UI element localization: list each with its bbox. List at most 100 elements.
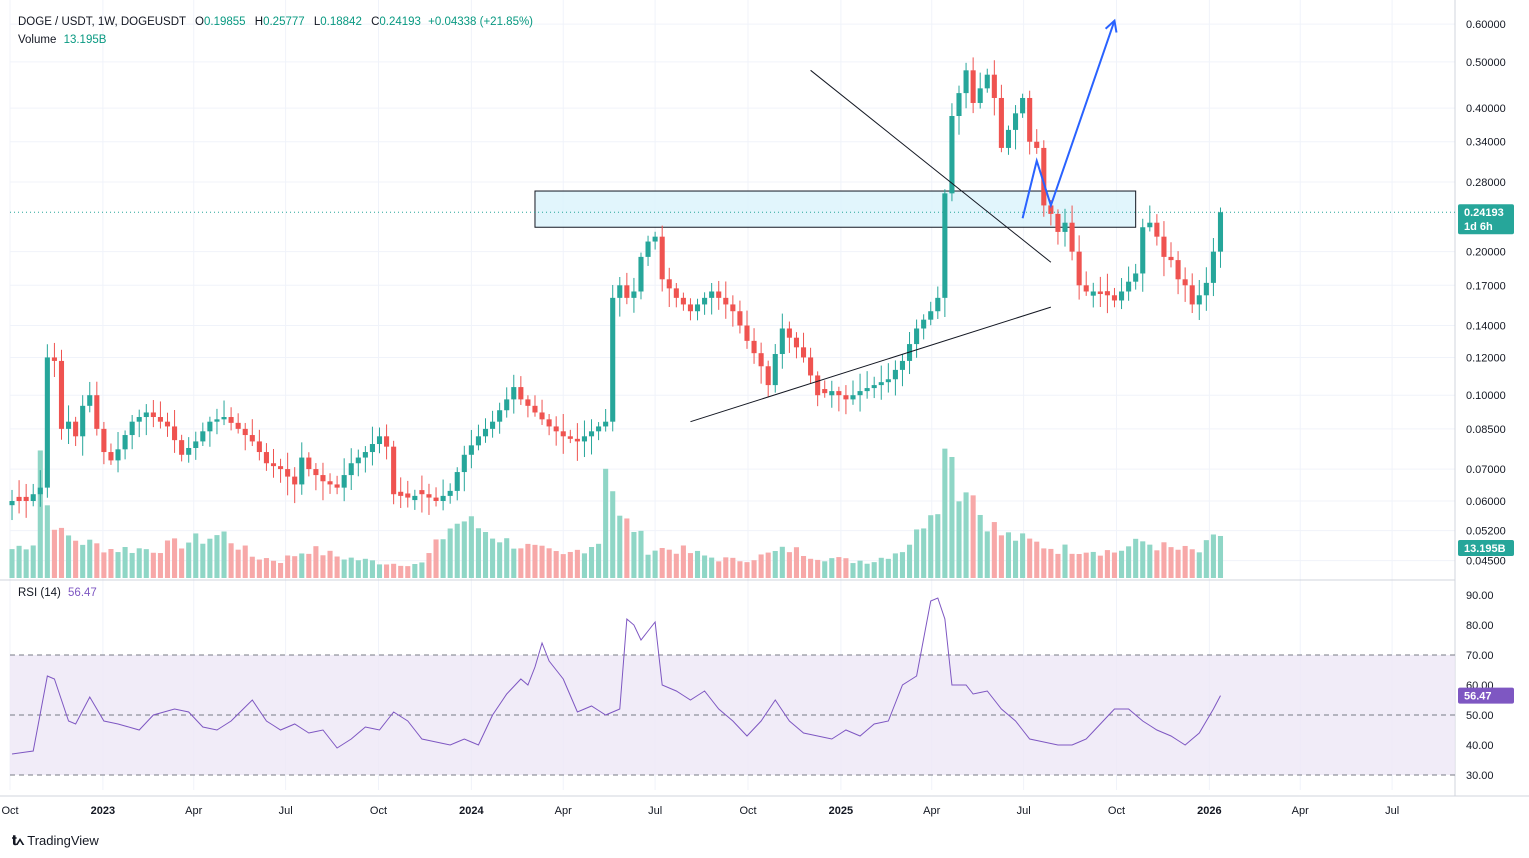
price-tick-label: 0.14000	[1466, 321, 1506, 333]
candle-down	[157, 417, 163, 422]
candle-up	[1147, 222, 1153, 228]
candle-up	[871, 385, 877, 389]
symbol-label[interactable]: DOGE / USDT, 1W, DOGEUSDT	[18, 16, 186, 28]
volume-bar	[970, 495, 976, 578]
volume-bar	[730, 557, 736, 578]
candle-down	[1175, 260, 1181, 280]
volume-bar	[1034, 541, 1040, 578]
candle-up	[899, 360, 906, 370]
rsi-badge-text: 56.47	[1464, 691, 1492, 703]
candle-up	[1062, 222, 1068, 232]
candle-up	[200, 431, 206, 442]
time-tick-label: Apr	[1292, 805, 1309, 817]
candle-down	[673, 288, 679, 298]
time-tick-label: 2026	[1197, 805, 1221, 817]
candle-up	[341, 475, 347, 488]
candle-down	[730, 304, 736, 312]
candle-up	[1126, 281, 1132, 292]
volume-bar	[793, 547, 800, 578]
volume-bar	[588, 547, 595, 578]
price-tick-label: 0.08500	[1466, 424, 1506, 436]
time-tick-label: Jul	[648, 805, 662, 817]
rsi-legend[interactable]: RSI (14) 56.47	[18, 587, 97, 599]
candle-down	[433, 497, 439, 502]
volume-bar	[1076, 554, 1082, 578]
candle-down	[723, 297, 729, 305]
volume-bar	[172, 538, 178, 578]
candle-up	[468, 445, 474, 455]
candle-up	[984, 74, 990, 89]
candle-up	[892, 369, 898, 380]
volume-bar	[998, 535, 1004, 578]
volume-bar	[829, 558, 835, 578]
price-tick-label: 0.40000	[1466, 103, 1506, 115]
rsi-tick-label: 30.00	[1466, 770, 1494, 782]
resistance-zone-box	[534, 190, 1137, 228]
volume-bar	[412, 564, 418, 578]
candle-up	[977, 88, 983, 103]
candle-down	[51, 357, 57, 361]
candle-up	[186, 447, 192, 455]
candle-down	[108, 452, 114, 461]
candle-down	[101, 428, 107, 453]
volume-legend[interactable]: Volume 13.195B	[18, 34, 106, 46]
volume-bar	[115, 552, 121, 578]
ascending-trendline	[690, 306, 1052, 423]
candle-down	[306, 457, 312, 470]
last-price-badge-text: 1d 6h	[1464, 221, 1493, 233]
volume-bar	[518, 548, 524, 578]
candle-down	[1076, 251, 1082, 286]
candle-up	[80, 405, 86, 437]
volume-bar	[179, 548, 185, 578]
volume-bar	[306, 553, 312, 578]
ohlc-legend: DOGE / USDT, 1W, DOGEUSDT O0.19855 H0.25…	[18, 16, 533, 28]
volume-bar	[815, 559, 821, 578]
rsi-tick-label: 70.00	[1466, 650, 1494, 662]
volume-bar	[376, 564, 383, 578]
volume-bar	[1104, 550, 1110, 578]
price-tick-label: 0.20000	[1466, 247, 1506, 259]
tradingview-brand[interactable]: 𝐭∧ TradingView	[12, 832, 99, 849]
candle-down	[1154, 222, 1160, 237]
volume-bar	[645, 554, 651, 578]
candle-down	[560, 431, 566, 437]
volume-bar	[892, 553, 898, 578]
candle-down	[758, 353, 764, 367]
volume-bar	[624, 518, 630, 578]
volume-bar	[1133, 538, 1139, 578]
volume-bar	[737, 561, 743, 578]
low-label: L	[313, 16, 321, 28]
candle-down	[426, 494, 432, 498]
candle-up	[1196, 295, 1202, 305]
candle-up	[482, 428, 489, 437]
candle-down	[836, 391, 842, 396]
volume-badge-bg	[1458, 540, 1514, 556]
volume-bar	[659, 548, 665, 578]
candle-up	[1005, 129, 1012, 148]
candle-down	[800, 347, 807, 358]
rsi-value: 56.47	[68, 587, 97, 599]
candle-up	[1133, 273, 1139, 282]
candle-down	[16, 496, 22, 502]
candle-up	[30, 494, 36, 502]
volume-bar	[475, 528, 481, 578]
candle-up	[588, 431, 595, 437]
candle-down	[518, 387, 524, 400]
volume-bar	[652, 550, 658, 578]
volume-bar	[58, 527, 65, 578]
candle-up	[596, 426, 602, 432]
volume-bar	[751, 560, 757, 578]
time-tick-label: Jul	[1017, 805, 1031, 817]
volume-bar	[836, 557, 842, 578]
volume-bar	[532, 544, 538, 578]
candle-down	[843, 395, 849, 400]
candle-down	[546, 419, 552, 427]
volume-bar	[150, 552, 156, 578]
candle-up	[214, 419, 220, 422]
candle-down	[539, 412, 545, 420]
price-tick-label: 0.17000	[1466, 280, 1506, 292]
time-tick-label: Oct	[370, 805, 387, 817]
volume-bar	[1126, 546, 1132, 578]
volume-bar	[977, 514, 983, 578]
volume-bar	[16, 545, 22, 578]
